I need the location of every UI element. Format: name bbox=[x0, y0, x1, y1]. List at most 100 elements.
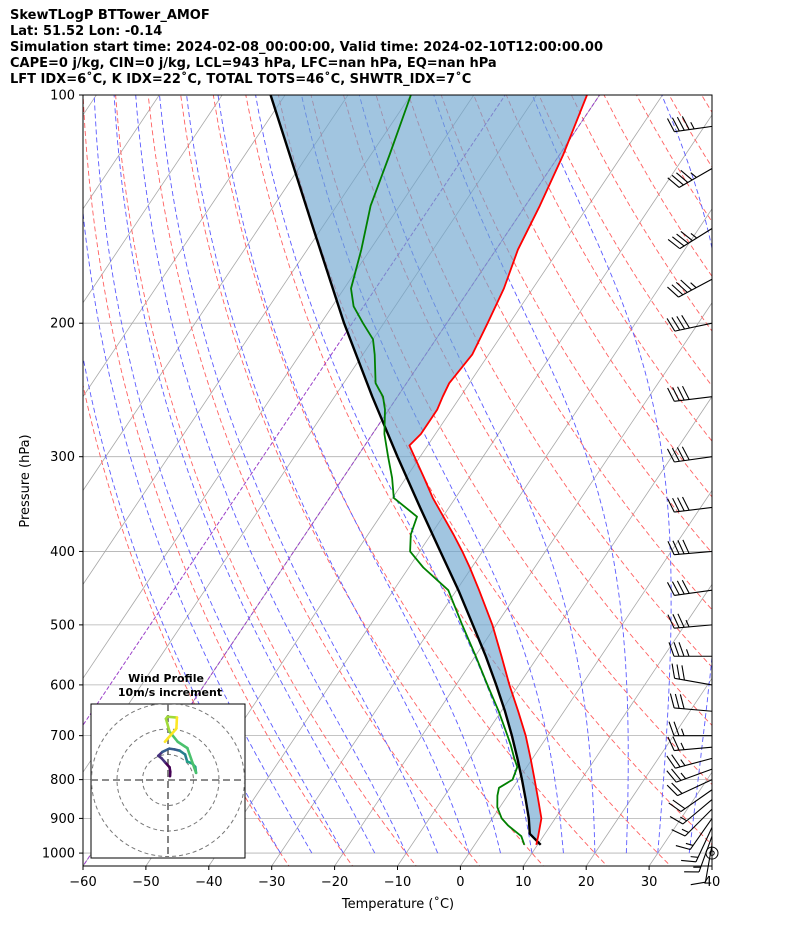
dry-adiabat bbox=[701, 95, 712, 114]
wind-barb-flag bbox=[666, 318, 676, 332]
x-tick-label: −50 bbox=[132, 875, 159, 890]
dry-adiabat bbox=[343, 95, 712, 727]
wind-barb-half-flag bbox=[681, 828, 689, 833]
wind-barb-flag bbox=[668, 642, 675, 657]
profile-lines bbox=[269, 95, 588, 846]
wind-barb-flag bbox=[668, 802, 682, 812]
wind-barb-flag bbox=[677, 497, 685, 512]
wind-barb-staff bbox=[695, 827, 713, 863]
y-tick-label: 100 bbox=[50, 89, 75, 104]
wind-barb bbox=[667, 539, 713, 556]
wind-barb bbox=[667, 228, 713, 250]
moist-adiabat bbox=[721, 78, 794, 853]
wind-barb-flag bbox=[671, 782, 683, 794]
y-axis-label: Pressure (hPa) bbox=[18, 434, 33, 527]
wind-barb-flag bbox=[673, 721, 680, 736]
wind-barb-staff bbox=[689, 818, 713, 850]
wind-barb-flag bbox=[676, 116, 685, 131]
wind-barb-staff bbox=[678, 167, 713, 188]
wind-barb-half-flag bbox=[690, 172, 697, 178]
wind-barb-flag bbox=[674, 693, 680, 709]
wind-barb-flag bbox=[667, 540, 675, 555]
wind-barb-flag bbox=[666, 755, 676, 769]
isotherm-gridline bbox=[83, 95, 349, 492]
figure-header: SkewTLogP BTTower_AMOF Lat: 51.52 Lon: -… bbox=[10, 8, 790, 88]
isotherm-gridline bbox=[397, 395, 712, 866]
wind-barb-flag bbox=[690, 881, 706, 886]
moist-adiabat bbox=[186, 95, 470, 854]
thermo-indices-line: LFT IDX=6˚C, K IDX=22˚C, TOTAL TOTS=46˚C… bbox=[10, 72, 472, 87]
wind-barb-flag bbox=[672, 387, 680, 401]
wind-barb-flag bbox=[672, 799, 686, 810]
x-tick-label: −60 bbox=[69, 875, 96, 890]
wind-barb-staff bbox=[680, 789, 713, 812]
moist-adiabat bbox=[135, 95, 407, 854]
hodograph-trace-segment bbox=[163, 727, 178, 744]
wind-barb-staff bbox=[682, 799, 713, 825]
wind-barb-half-flag bbox=[685, 842, 694, 846]
wind-barb-staff bbox=[677, 779, 713, 797]
dry-adiabat bbox=[505, 95, 712, 442]
y-tick-label: 400 bbox=[50, 545, 75, 560]
wind-barb-staff bbox=[674, 125, 713, 133]
wind-barb-half-flag bbox=[680, 772, 687, 780]
wind-barb-flag bbox=[676, 233, 689, 244]
wind-barb bbox=[666, 446, 713, 463]
dry-adiabat bbox=[245, 95, 672, 866]
wind-barb-staff bbox=[674, 322, 713, 332]
x-tick-label: −20 bbox=[321, 875, 348, 890]
hodograph-inset: Wind Profile 10m/s increment bbox=[90, 672, 246, 859]
wind-barb-flag bbox=[666, 448, 675, 463]
wind-barb-staff bbox=[704, 844, 713, 883]
wind-barb-flag bbox=[681, 665, 685, 681]
x-tick-label: 40 bbox=[704, 875, 721, 890]
wind-barb-staff bbox=[676, 768, 713, 783]
wind-barb-half-flag bbox=[680, 742, 685, 750]
wind-barb bbox=[671, 663, 713, 686]
wind-barb-flag bbox=[680, 279, 693, 291]
wind-barb-flag bbox=[681, 579, 690, 594]
wind-barb-flag bbox=[671, 663, 676, 679]
y-tick-label: 600 bbox=[50, 678, 75, 693]
wind-barb bbox=[671, 808, 713, 837]
wind-barb-staff bbox=[674, 589, 713, 597]
hodograph-trace-segment bbox=[166, 715, 179, 719]
wind-barb-flag bbox=[679, 694, 685, 709]
moist-adiabat bbox=[159, 95, 439, 854]
wind-barb-half-flag bbox=[685, 619, 690, 628]
wind-barb-flag bbox=[667, 238, 681, 250]
wind-barb-flag bbox=[675, 845, 691, 851]
wind-barb bbox=[668, 721, 712, 737]
wind-barb bbox=[669, 799, 713, 825]
wind-barb-flag bbox=[682, 496, 690, 511]
wind-barb-flag bbox=[671, 317, 681, 331]
wind-barb-flag bbox=[675, 281, 688, 293]
wind-barbs bbox=[666, 116, 719, 886]
wind-barb-staff bbox=[674, 624, 713, 629]
x-tick-label: −10 bbox=[384, 875, 411, 890]
y-tick-label: 500 bbox=[50, 618, 75, 633]
wind-barb-staff bbox=[678, 278, 713, 298]
moist-adiabat bbox=[531, 95, 672, 854]
isotherm-gridline bbox=[271, 208, 712, 866]
wind-barb-flag bbox=[672, 736, 680, 751]
figure-title: SkewTLogP BTTower_AMOF bbox=[10, 8, 210, 23]
wind-barb-staff bbox=[674, 456, 713, 463]
x-tick-label: 30 bbox=[641, 875, 658, 890]
wind-barb-flag bbox=[668, 721, 675, 736]
y-tick-label: 900 bbox=[50, 812, 75, 827]
wind-barb-flag bbox=[667, 736, 675, 751]
wind-barb bbox=[690, 844, 713, 886]
isotherm-gridline bbox=[83, 95, 223, 304]
x-tick-label: −40 bbox=[195, 875, 222, 890]
wind-barb-half-flag bbox=[690, 232, 698, 239]
wind-barb-flag bbox=[671, 581, 680, 596]
wind-barb-half-flag bbox=[690, 282, 697, 289]
wind-barb-flag bbox=[667, 614, 675, 629]
wind-barb bbox=[666, 779, 713, 797]
dry-adiabat bbox=[473, 95, 712, 498]
wind-barb-flag bbox=[671, 284, 684, 296]
wind-barb bbox=[669, 693, 713, 712]
wind-barb-flag bbox=[671, 829, 686, 837]
